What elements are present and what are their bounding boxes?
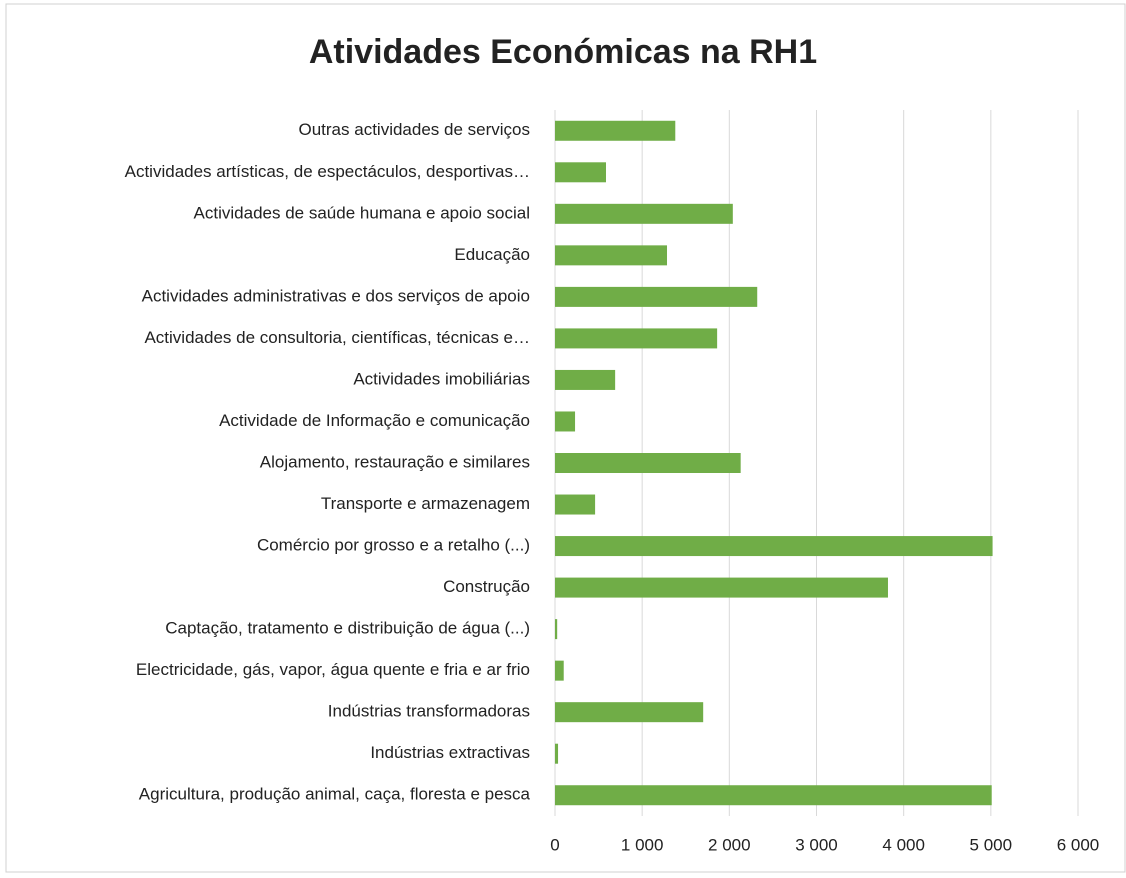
- bar: [555, 245, 668, 266]
- y-tick-label: Captação, tratamento e distribuição de á…: [165, 619, 530, 638]
- bar: [555, 785, 992, 806]
- bar: [555, 577, 888, 598]
- y-tick-label: Educação: [454, 245, 530, 264]
- y-tick-label: Indústrias extractivas: [370, 743, 530, 762]
- y-tick-label: Outras actividades de serviços: [299, 120, 531, 139]
- bar: [555, 369, 616, 390]
- bar: [555, 660, 564, 681]
- x-tick-label: 6 000: [1057, 835, 1100, 854]
- bar: [555, 743, 559, 764]
- bar: [555, 536, 993, 557]
- y-tick-label: Transporte e armazenagem: [321, 494, 530, 513]
- y-tick-label: Indústrias transformadoras: [328, 702, 530, 721]
- bar: [555, 286, 758, 307]
- bar: [555, 120, 676, 141]
- bar: [555, 702, 704, 723]
- bar: [555, 619, 558, 640]
- y-tick-label: Actividade de Informação e comunicação: [219, 411, 530, 430]
- chart-title: Atividades Económicas na RH1: [309, 33, 817, 71]
- bar: [555, 494, 596, 515]
- x-tick-label: 2 000: [708, 835, 751, 854]
- y-tick-label: Agricultura, produção animal, caça, flor…: [139, 785, 531, 804]
- y-tick-label: Actividades imobiliárias: [353, 369, 530, 388]
- x-tick-label: 0: [550, 835, 559, 854]
- x-tick-label: 4 000: [882, 835, 925, 854]
- x-tick-label: 3 000: [795, 835, 838, 854]
- bar: [555, 328, 718, 349]
- bar: [555, 411, 576, 432]
- y-tick-label: Actividades de consultoria, científicas,…: [144, 328, 530, 347]
- y-tick-label: Actividades de saúde humana e apoio soci…: [194, 203, 530, 222]
- bar: [555, 453, 741, 473]
- x-tick-label: 1 000: [621, 835, 664, 854]
- y-tick-label: Actividades administrativas e dos serviç…: [142, 286, 530, 305]
- y-tick-label: Construção: [443, 577, 530, 596]
- y-tick-label: Electricidade, gás, vapor, água quente e…: [136, 660, 530, 679]
- y-tick-label: Actividades artísticas, de espectáculos,…: [125, 162, 530, 181]
- bar: [555, 203, 733, 224]
- y-tick-label: Alojamento, restauração e similares: [260, 452, 530, 471]
- y-tick-label: Comércio por grosso e a retalho (...): [257, 536, 530, 555]
- x-tick-label: 5 000: [970, 835, 1013, 854]
- bar: [555, 162, 606, 183]
- chart-border: [5, 3, 1126, 873]
